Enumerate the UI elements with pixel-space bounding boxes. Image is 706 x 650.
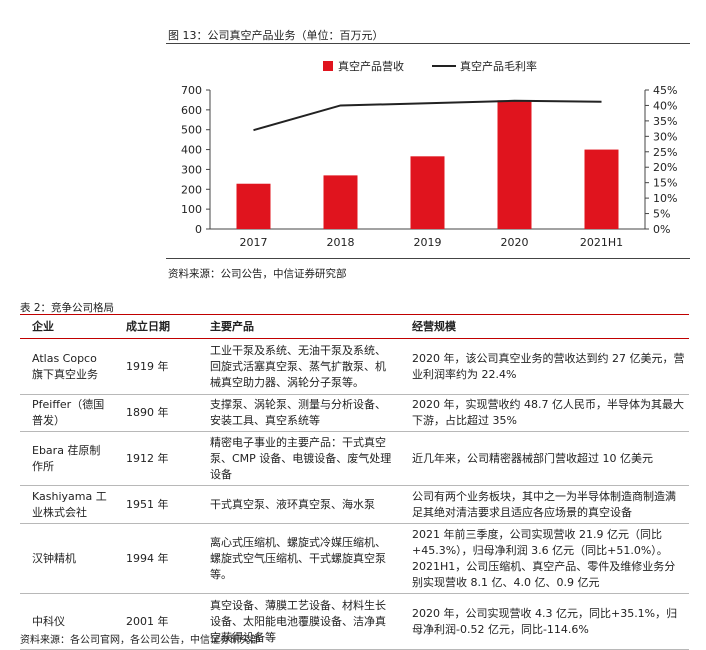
right-tick-label: 5%	[653, 208, 670, 221]
left-tick-label: 400	[181, 144, 202, 157]
figure-bottom-rule	[166, 258, 690, 259]
table-title: 表 2：竞争公司格局	[20, 300, 114, 315]
cell-founded: 1912 年	[114, 432, 198, 486]
cell-founded: 1919 年	[114, 339, 198, 395]
revenue-bar	[585, 150, 619, 229]
left-tick-label: 600	[181, 104, 202, 117]
table-row: Kashiyama 工业株式会社 1951 年 干式真空泵、液环真空泵、海水泵 …	[20, 486, 689, 524]
cell-products: 干式真空泵、液环真空泵、海水泵	[198, 486, 400, 524]
cell-founded: 1951 年	[114, 486, 198, 524]
category-label: 2019	[414, 236, 442, 249]
left-tick-label: 0	[195, 223, 202, 236]
cell-scale: 2021 年前三季度，公司实现营收 21.9 亿元（同比+45.3%），归母净利…	[400, 524, 689, 594]
right-tick-label: 25%	[653, 146, 677, 159]
cell-scale: 近几年来，公司精密器械部门营收超过 10 亿美元	[400, 432, 689, 486]
category-label: 2017	[240, 236, 268, 249]
header-products: 主要产品	[198, 316, 400, 339]
cell-company: Ebara 荏原制作所	[20, 432, 114, 486]
revenue-bar	[324, 175, 358, 229]
cell-scale: 公司有两个业务板块，其中之一为半导体制造商制造满足其绝对清洁要求且适应各应场景的…	[400, 486, 689, 524]
margin-line	[253, 101, 601, 131]
cell-company: Atlas Copco 旗下真空业务	[20, 339, 114, 395]
table-row: 汉钟精机 1994 年 离心式压缩机、螺旋式冷媒压缩机、螺旋式空气压缩机、干式螺…	[20, 524, 689, 594]
table-source: 资料来源：各公司官网，各公司公告，中信证券研究部	[20, 631, 260, 646]
right-tick-label: 0%	[653, 223, 670, 236]
left-tick-label: 500	[181, 124, 202, 137]
right-tick-label: 40%	[653, 99, 677, 112]
cell-products: 工业干泵及系统、无油干泵及系统、回旋式活塞真空泵、蒸气扩散泵、机械真空助力器、涡…	[198, 339, 400, 395]
right-tick-label: 35%	[653, 115, 677, 128]
category-label: 2021H1	[580, 236, 623, 249]
margin-polyline	[254, 101, 602, 130]
right-tick-label: 45%	[653, 84, 677, 97]
left-tick-label: 200	[181, 183, 202, 196]
legend-label-revenue: 真空产品营收	[338, 59, 404, 73]
cell-products: 支撑泵、涡轮泵、测量与分析设备、安装工具、真空系统等	[198, 395, 400, 432]
legend-swatch-revenue	[323, 61, 333, 71]
table-header-row: 企业 成立日期 主要产品 经营规模	[20, 316, 689, 339]
chart-legend: 真空产品营收 真空产品毛利率	[323, 59, 537, 73]
header-founded: 成立日期	[114, 316, 198, 339]
revenue-bar	[498, 100, 532, 229]
legend-label-margin: 真空产品毛利率	[460, 59, 537, 73]
cell-scale: 2020 年，公司实现营收 4.3 亿元，同比+35.1%，归母净利润-0.52…	[400, 594, 689, 650]
cell-products: 离心式压缩机、螺旋式冷媒压缩机、螺旋式空气压缩机、干式螺旋真空泵等。	[198, 524, 400, 594]
cell-scale: 2020 年，实现营收约 48.7 亿人民币，半导体为其最大下游，占比超过 35…	[400, 395, 689, 432]
header-company: 企业	[20, 316, 114, 339]
cell-company: Kashiyama 工业株式会社	[20, 486, 114, 524]
revenue-bar	[237, 184, 271, 229]
competitor-table: 企业 成立日期 主要产品 经营规模 Atlas Copco 旗下真空业务 191…	[20, 316, 689, 650]
revenue-bar	[411, 156, 445, 229]
header-scale: 经营规模	[400, 316, 689, 339]
table-row: Ebara 荏原制作所 1912 年 精密电子事业的主要产品：干式真空泵、CMP…	[20, 432, 689, 486]
category-label: 2020	[501, 236, 529, 249]
cell-products: 精密电子事业的主要产品：干式真空泵、CMP 设备、电镀设备、废气处理设备	[198, 432, 400, 486]
category-label: 2018	[327, 236, 355, 249]
left-tick-label: 300	[181, 163, 202, 176]
table-top-rule	[20, 314, 689, 315]
cell-founded: 1994 年	[114, 524, 198, 594]
left-tick-label: 100	[181, 203, 202, 216]
left-tick-label: 700	[181, 84, 202, 97]
right-tick-label: 30%	[653, 130, 677, 143]
cell-company: 汉钟精机	[20, 524, 114, 594]
table-row: Atlas Copco 旗下真空业务 1919 年 工业干泵及系统、无油干泵及系…	[20, 339, 689, 395]
table-row: Pfeiffer（德国普发） 1890 年 支撑泵、涡轮泵、测量与分析设备、安装…	[20, 395, 689, 432]
cell-founded: 1890 年	[114, 395, 198, 432]
right-tick-label: 20%	[653, 161, 677, 174]
figure-source: 资料来源：公司公告，中信证券研究部	[168, 266, 347, 281]
right-tick-label: 15%	[653, 177, 677, 190]
cell-scale: 2020 年，该公司真空业务的营收达到约 27 亿美元，营业利润率约为 22.4…	[400, 339, 689, 395]
right-tick-label: 10%	[653, 192, 677, 205]
cell-company: Pfeiffer（德国普发）	[20, 395, 114, 432]
vacuum-business-chart: 真空产品营收 真空产品毛利率 0 100 200 300 400 500 600 700 0% 5…	[0, 0, 706, 260]
